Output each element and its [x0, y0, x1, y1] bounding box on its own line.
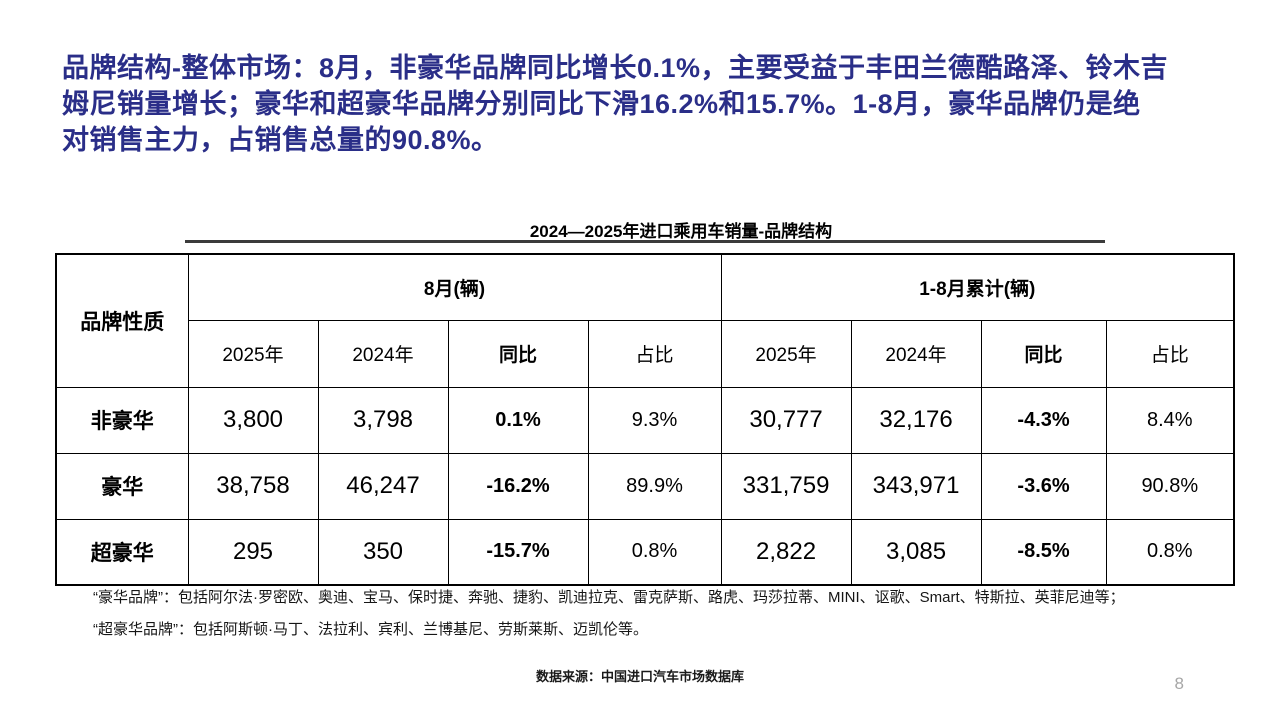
- col-header-ytd-2024: 2024年: [850, 319, 982, 388]
- cell-ytd-2025: 2,822: [720, 518, 852, 586]
- row-label: 豪华: [55, 452, 189, 520]
- page-number: 8: [1174, 674, 1184, 693]
- group-header-cumulative: 1-8月累计(辆): [720, 253, 1235, 321]
- cell-aug-2024: 350: [317, 518, 449, 586]
- cell-ytd-2025: 30,777: [720, 386, 852, 454]
- table-row-luxury: 豪华 38,758 46,247 -16.2% 89.9% 331,759 34…: [55, 452, 1235, 520]
- title-underline: [185, 240, 1105, 243]
- footnote-super-luxury-brands: “超豪华品牌”：包括阿斯顿·马丁、法拉利、宾利、兰博基尼、劳斯莱斯、迈凯伦等。: [93, 621, 648, 638]
- headline-line-3: 对销售主力，占销售总量的90.8%。: [62, 125, 499, 155]
- cell-aug-2025: 38,758: [187, 452, 319, 520]
- cell-aug-2024: 3,798: [317, 386, 449, 454]
- headline-line-1: 品牌结构-整体市场：8月，非豪华品牌同比增长0.1%，主要受益于丰田兰德酷路泽、…: [62, 53, 1169, 83]
- slide-headline: 品牌结构-整体市场：8月，非豪华品牌同比增长0.1%，主要受益于丰田兰德酷路泽、…: [62, 50, 1227, 158]
- cell-aug-share: 9.3%: [587, 386, 722, 454]
- cell-ytd-2024: 32,176: [850, 386, 982, 454]
- col-header-ytd-yoy: 同比: [980, 319, 1107, 388]
- cell-aug-yoy: 0.1%: [447, 386, 589, 454]
- col-header-aug-2025: 2025年: [187, 319, 319, 388]
- cell-aug-2025: 295: [187, 518, 319, 586]
- cell-ytd-yoy: -3.6%: [980, 452, 1107, 520]
- cell-ytd-2025: 331,759: [720, 452, 852, 520]
- group-header-august: 8月(辆): [187, 253, 722, 321]
- cell-ytd-share: 0.8%: [1105, 518, 1235, 586]
- table-row-super-luxury: 超豪华 295 350 -15.7% 0.8% 2,822 3,085 -8.5…: [55, 518, 1235, 586]
- row-label: 非豪华: [55, 386, 189, 454]
- col-header-aug-2024: 2024年: [317, 319, 449, 388]
- cell-ytd-yoy: -8.5%: [980, 518, 1107, 586]
- cell-aug-2024: 46,247: [317, 452, 449, 520]
- cell-ytd-2024: 343,971: [850, 452, 982, 520]
- cell-ytd-share: 90.8%: [1105, 452, 1235, 520]
- footnote-luxury-brands: “豪华品牌”：包括阿尔法·罗密欧、奥迪、宝马、保时捷、奔驰、捷豹、凯迪拉克、雷克…: [93, 589, 1125, 606]
- col-header-aug-yoy: 同比: [447, 319, 589, 388]
- row-label: 超豪华: [55, 518, 189, 586]
- col-header-aug-share: 占比: [587, 319, 722, 388]
- cell-aug-share: 89.9%: [587, 452, 722, 520]
- table-title: 2024—2025年进口乘用车销量-品牌结构: [529, 222, 833, 241]
- col-header-ytd-share: 占比: [1105, 319, 1235, 388]
- cell-aug-2025: 3,800: [187, 386, 319, 454]
- data-source: 数据来源：中国进口汽车市场数据库: [535, 669, 744, 684]
- cell-aug-share: 0.8%: [587, 518, 722, 586]
- brand-structure-table: 品牌性质 8月(辆) 1-8月累计(辆) 2025年 2024年 同比 占比 2…: [55, 253, 1236, 586]
- cell-ytd-yoy: -4.3%: [980, 386, 1107, 454]
- cell-aug-yoy: -15.7%: [447, 518, 589, 586]
- cell-ytd-2024: 3,085: [850, 518, 982, 586]
- col-header-ytd-2025: 2025年: [720, 319, 852, 388]
- corner-header: 品牌性质: [55, 253, 189, 388]
- headline-line-2: 姆尼销量增长；豪华和超豪华品牌分别同比下滑16.2%和15.7%。1-8月，豪华…: [62, 89, 1141, 119]
- table-row-non-luxury: 非豪华 3,800 3,798 0.1% 9.3% 30,777 32,176 …: [55, 386, 1235, 454]
- cell-aug-yoy: -16.2%: [447, 452, 589, 520]
- cell-ytd-share: 8.4%: [1105, 386, 1235, 454]
- footnotes: “豪华品牌”：包括阿尔法·罗密欧、奥迪、宝马、保时捷、奔驰、捷豹、凯迪拉克、雷克…: [93, 582, 1233, 646]
